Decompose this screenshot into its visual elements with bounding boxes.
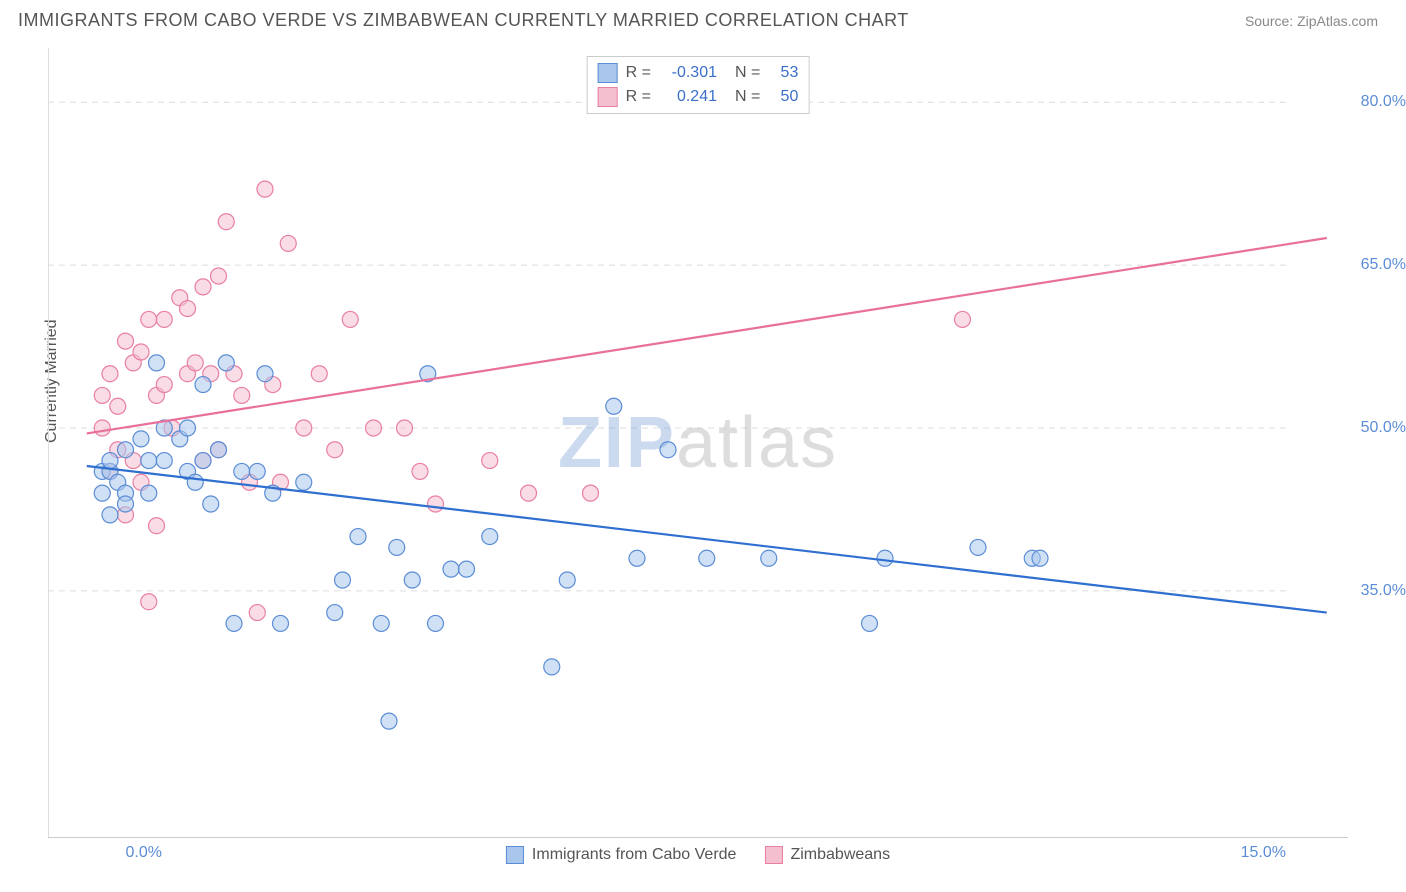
- r-label: R =: [626, 88, 651, 106]
- series-legend-label: Immigrants from Cabo Verde: [532, 846, 737, 864]
- x-axis-line: [48, 837, 1348, 838]
- series-legend-label: Zimbabweans: [790, 846, 890, 864]
- series-legend: Immigrants from Cabo Verde Zimbabweans: [506, 846, 890, 864]
- y-axis-line: [48, 48, 49, 838]
- legend-swatch: [598, 87, 618, 107]
- series-legend-item: Immigrants from Cabo Verde: [506, 846, 737, 864]
- r-value: 0.241: [659, 88, 717, 106]
- stats-legend-row: R = -0.301 N = 53: [598, 61, 799, 85]
- chart-area: Currently Married ZIPatlas R =-0.301N =5…: [48, 48, 1348, 838]
- source-attribution: Source: ZipAtlas.com: [1245, 13, 1378, 29]
- scatter-plot: [48, 48, 1348, 838]
- stats-legend-row: R = 0.241 N = 50: [598, 85, 799, 109]
- x-tick-label: 0.0%: [126, 844, 162, 862]
- y-tick-label: 35.0%: [1361, 582, 1406, 600]
- source-link[interactable]: ZipAtlas.com: [1297, 13, 1378, 29]
- n-value: 50: [768, 88, 798, 106]
- chart-title: IMMIGRANTS FROM CABO VERDE VS ZIMBABWEAN…: [18, 10, 909, 31]
- n-value: 53: [768, 64, 798, 82]
- n-label: N =: [735, 88, 760, 106]
- r-value: -0.301: [659, 64, 717, 82]
- r-label: R =: [626, 64, 651, 82]
- legend-swatch: [598, 63, 618, 83]
- source-label: Source:: [1245, 13, 1297, 29]
- series-legend-item: Zimbabweans: [764, 846, 890, 864]
- y-tick-label: 65.0%: [1361, 256, 1406, 274]
- legend-swatch: [764, 846, 782, 864]
- stats-legend: R = -0.301 N = 53 R = 0.241 N = 50: [587, 56, 810, 114]
- n-label: N =: [735, 64, 760, 82]
- y-tick-label: 50.0%: [1361, 419, 1406, 437]
- y-tick-label: 80.0%: [1361, 93, 1406, 111]
- legend-swatch: [506, 846, 524, 864]
- x-tick-label: 15.0%: [1241, 844, 1286, 862]
